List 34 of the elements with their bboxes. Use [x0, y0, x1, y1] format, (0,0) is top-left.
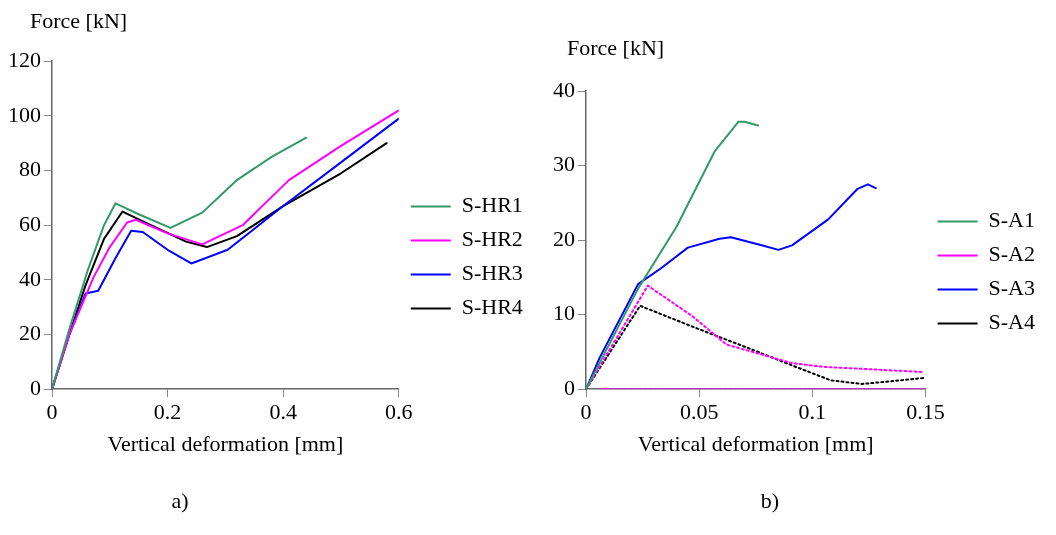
legend-label: S-HR2 [461, 226, 523, 252]
x-axis-title: Vertical deformation [mm] [637, 430, 874, 456]
y-tick-label: 30 [553, 151, 575, 177]
text: a) [171, 488, 189, 514]
x-tick-label: 0 [580, 399, 592, 425]
legend-label: S-HR3 [461, 260, 523, 286]
legend-label: S-A1 [988, 207, 1035, 233]
y-tick-label: 20 [553, 225, 575, 251]
x-tick-label: 0.4 [269, 399, 297, 425]
y-tick-label: 20 [19, 320, 41, 346]
y-tick-label: 100 [8, 101, 41, 127]
x-tick-label: 0.05 [679, 399, 719, 425]
legend-label: S-HR1 [461, 192, 523, 218]
y-tick-label: 0 [564, 374, 575, 400]
legend-label: S-A3 [988, 275, 1035, 301]
legend-label: S-A4 [988, 309, 1035, 335]
y-tick-label: 60 [19, 210, 41, 236]
x-tick-label: 0.1 [798, 399, 827, 425]
y-tick-label: 10 [553, 300, 575, 326]
x-tick-label: 0.2 [153, 399, 182, 425]
legend-label: S-HR4 [461, 294, 523, 320]
x-tick-label: 0 [46, 399, 58, 425]
x-tick-label: 0.15 [906, 399, 945, 425]
legend-label: S-A2 [988, 241, 1035, 267]
y-tick-label: 120 [8, 46, 41, 72]
text: b) [760, 488, 780, 514]
x-tick-label: 0.6 [385, 399, 413, 425]
x-axis-title: Vertical deformation [mm] [107, 430, 344, 456]
y-tick-label: 0 [30, 374, 41, 400]
y-axis-title: Force [kN] [30, 8, 128, 34]
y-tick-label: 80 [19, 156, 41, 182]
y-tick-label: 40 [553, 76, 575, 102]
y-tick-label: 40 [19, 265, 41, 291]
y-axis-title: Force [kN] [567, 35, 665, 61]
